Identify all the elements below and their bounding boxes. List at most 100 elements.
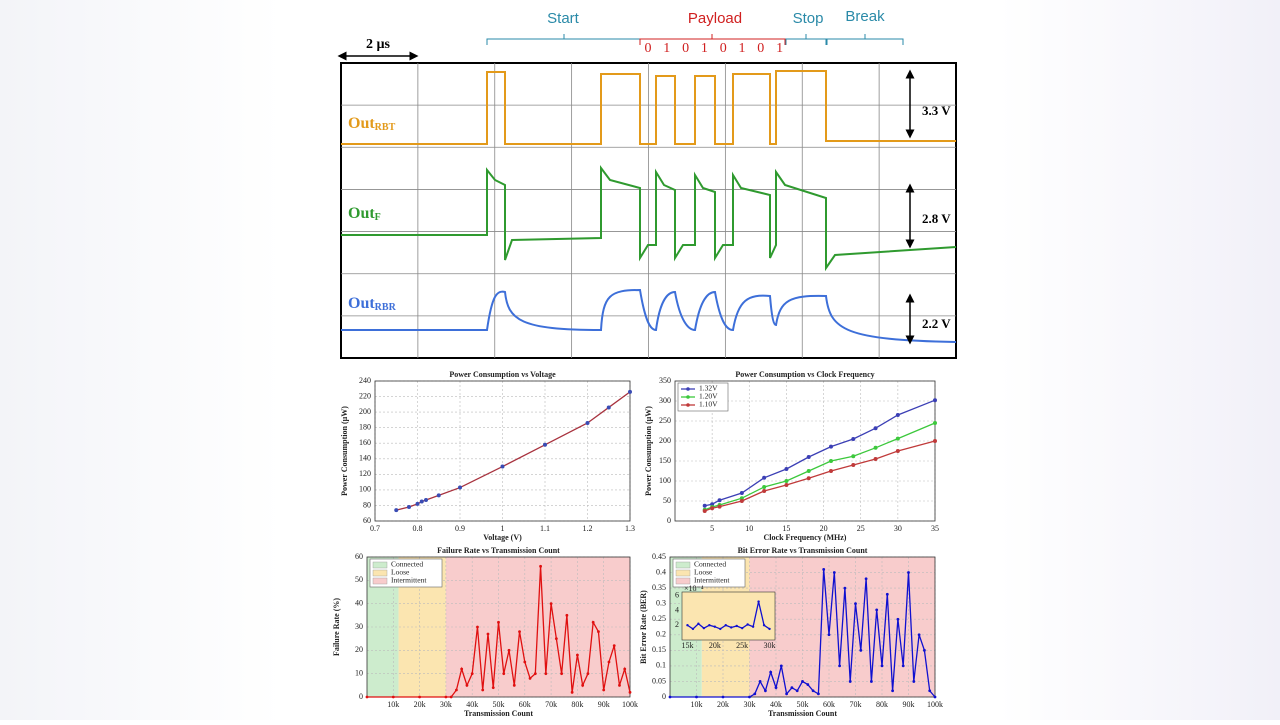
data-point [829,444,833,449]
data-point [607,660,611,664]
legend-box [677,382,729,412]
x-tick-label: 20k [717,700,729,709]
y-tick-label: 60 [363,516,371,525]
y-tick-label: 250 [659,416,671,425]
data-point [806,476,811,481]
amp-label: 2.8 V [922,211,951,226]
data-point [507,648,511,652]
data-point [790,686,794,690]
data-point [870,680,873,683]
data-point [721,695,725,699]
data-point [933,398,937,403]
section-label: Break [845,8,885,25]
data-point [560,672,564,676]
data-point [365,695,369,699]
bit: 1 [739,41,746,56]
y-tick-label: 0 [662,692,666,701]
bracket [826,34,904,45]
y-tick-label: 0 [359,692,363,701]
inset-frame [681,591,776,641]
x-tick-label: 0.9 [455,524,465,533]
data-point [602,688,606,692]
legend-swatch [686,395,690,399]
data-point [880,664,884,668]
x-tick-label: 70k [850,700,862,709]
section-label: Start [547,10,580,27]
legend-swatch [686,387,690,391]
x-tick-label: 25 [857,524,865,533]
data-point [829,459,833,463]
x-tick-label: 90k [598,700,610,709]
plot-frame [674,380,936,522]
data-point [500,464,505,469]
inset-x-tick-label: 30k [764,641,776,650]
data-point [784,479,789,483]
inset-x-tick-label: 20k [709,641,721,650]
legend-label: Intermittent [391,576,427,585]
data-point [762,485,767,489]
x-tick-label: 1.3 [625,524,635,533]
y-tick-label: 350 [659,376,671,385]
data-point [512,683,516,687]
data-point [436,493,441,498]
data-point [695,695,698,699]
channel-label: OutF [348,205,381,224]
y-tick-label: 0.1 [656,661,666,670]
x-tick-label: 90k [903,700,915,709]
data-point [811,689,815,693]
data-point [407,505,411,509]
data-point [864,577,868,581]
data-point [713,625,717,628]
data-point [491,686,495,690]
legend-swatch [686,403,690,407]
y-tick-label: 0.25 [652,614,666,623]
data-point [735,624,738,628]
data-point [740,626,744,630]
data-point [758,680,762,683]
data-point [832,571,836,574]
x-axis-label: Transmission Count [768,709,837,718]
data-point [470,672,474,676]
data-point [739,499,744,503]
chart: 0 10 20 30 40 50 60 10k 20k 30k 40k 50k 60k 70k 80k 90k… [332,546,638,718]
chart-title: Failure Rate vs Transmission Count [437,546,560,555]
data-point [724,624,727,627]
legend-label: 1.20V [699,392,718,401]
channel-name: Out [348,205,375,222]
x-axis-label: Voltage (V) [483,533,522,542]
x-tick-label: 0.8 [413,524,423,533]
data-point [606,405,611,410]
chart-title: Power Consumption vs Clock Frequency [735,370,874,379]
data-point [768,627,771,631]
data-point [391,695,395,699]
data-point [549,602,553,606]
x-axis-label: Clock Frequency (MHz) [764,533,847,542]
data-point [628,690,632,694]
data-point [697,622,700,625]
data-point [762,489,767,493]
data-point [895,449,900,453]
y-tick-label: 300 [659,396,671,405]
data-point [933,439,937,443]
legend-label: Connected [391,560,423,569]
bit: 0 [720,41,727,56]
data-point [757,600,760,603]
plot-frame [374,380,631,522]
data-point [746,623,749,626]
inset-x-tick-label: 25k [736,641,748,650]
data-point [907,571,910,574]
data-point [444,695,448,699]
x-tick-label: 15 [782,524,790,533]
data-point [481,688,485,692]
x-tick-label: 35 [931,524,939,533]
data-point [476,625,479,629]
data-point [597,630,600,634]
x-tick-label: 100k [622,700,638,709]
y-tick-label: 140 [359,454,371,463]
y-tick-label: 60 [355,552,363,561]
data-point [838,664,841,668]
data-point [784,483,789,487]
data-point [554,637,558,641]
data-point [465,683,469,687]
